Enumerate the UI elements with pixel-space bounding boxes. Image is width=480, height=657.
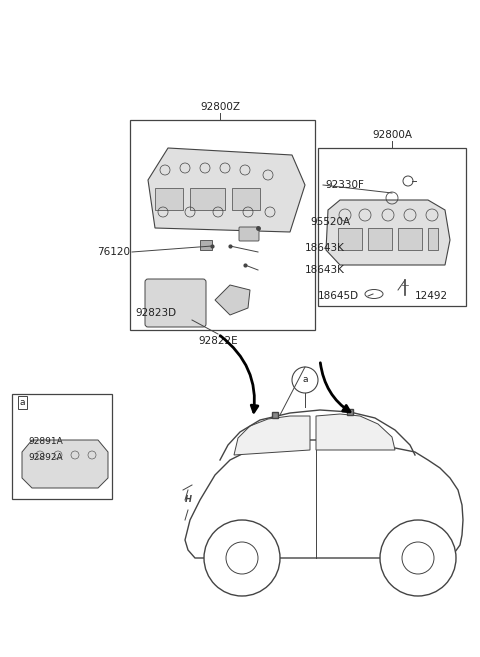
Bar — [338, 228, 362, 250]
FancyBboxPatch shape — [145, 279, 206, 327]
Text: 92892A: 92892A — [28, 453, 62, 463]
Text: 18643K: 18643K — [305, 265, 345, 275]
Polygon shape — [326, 200, 450, 265]
Polygon shape — [316, 414, 395, 450]
Bar — [318, 148, 466, 306]
Bar — [130, 120, 315, 330]
Text: 12492: 12492 — [415, 291, 448, 301]
Text: 76120: 76120 — [97, 247, 130, 257]
Bar — [368, 228, 392, 250]
Text: a: a — [20, 398, 25, 407]
Text: 92823D: 92823D — [135, 308, 176, 318]
Text: 18645D: 18645D — [318, 291, 359, 301]
Bar — [200, 240, 212, 250]
Bar — [428, 228, 438, 250]
Polygon shape — [215, 285, 250, 315]
Circle shape — [204, 520, 280, 596]
Text: 92800Z: 92800Z — [200, 102, 240, 112]
Polygon shape — [148, 148, 305, 232]
Polygon shape — [22, 440, 108, 488]
Bar — [398, 228, 422, 250]
Bar — [12, 394, 112, 499]
Text: 92822E: 92822E — [198, 336, 238, 346]
Text: H: H — [184, 495, 192, 505]
Bar — [190, 188, 225, 210]
FancyBboxPatch shape — [239, 227, 259, 241]
Bar — [232, 188, 260, 210]
Text: 18643K: 18643K — [305, 243, 345, 253]
Text: a: a — [302, 376, 308, 384]
Text: 92330F: 92330F — [325, 180, 364, 190]
Bar — [155, 188, 183, 210]
Text: 92891A: 92891A — [28, 438, 63, 447]
Polygon shape — [234, 416, 310, 455]
Circle shape — [380, 520, 456, 596]
Text: 95520A: 95520A — [310, 217, 350, 227]
Text: 92800A: 92800A — [372, 130, 412, 140]
Polygon shape — [185, 440, 463, 558]
